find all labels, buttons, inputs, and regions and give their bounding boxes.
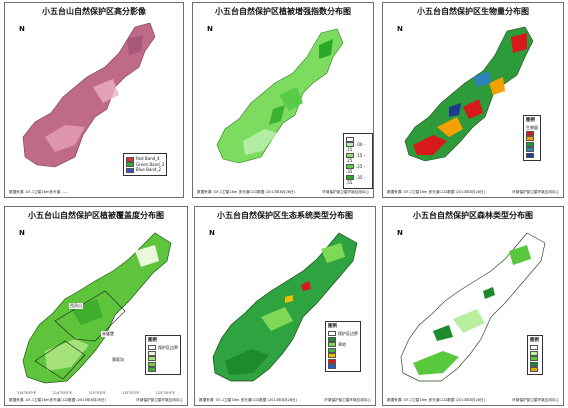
north-arrow: N (19, 229, 25, 237)
legend-item: 保护区边界 (148, 345, 178, 350)
map-legend: 图例 (527, 335, 543, 375)
north-arrow: N (207, 25, 213, 33)
map-panel-image: 小五台山自然保护区高分影像 N Red Band_4 Green Band_3 … (4, 2, 184, 198)
map-footer: 数据来源: GF-1卫星16m 多光谱CCD数据 (2013年8月26日) 环境保… (199, 398, 371, 402)
legend-item (530, 367, 540, 372)
panel-title: 小五台山自然保护区高分影像 (42, 7, 146, 16)
map-footer: 数据来源: GF-1卫星16m多光谱 ...... (9, 190, 69, 194)
legend-item (526, 130, 538, 136)
legend-item: .25 - .35 (346, 163, 366, 174)
reserve-map (212, 232, 358, 382)
map-legend: .00 - .15 .15 - .25 .25 - .35 .35 - .55 (343, 133, 373, 189)
map-footer: 数据来源: GF-1卫星16m 多光谱CCD数据 (2013年8月26日) 环境保… (197, 190, 369, 194)
legend-item (526, 141, 538, 147)
map-panel-coverage: 小五台山自然保护区植被覆盖度分布图 N 西灵山 赤崖堡 郑家沟 图例 保护区边界… (4, 206, 188, 406)
legend-item (346, 136, 370, 142)
legend-item (526, 136, 538, 141)
legend-item (328, 364, 358, 369)
north-arrow: N (19, 25, 25, 33)
longitude-ticks: 114°50'0"E 114°55'0"E 115°0'0"E 115°5'0"E 11… (17, 391, 175, 395)
north-arrow: N (397, 25, 403, 33)
legend-item: 保护区边界 (328, 331, 358, 336)
legend-item (328, 347, 358, 353)
legend-subtitle: 生物量 (526, 124, 538, 130)
legend-item: .00 - .15 (346, 141, 366, 152)
reserve-map (404, 26, 534, 162)
map-footer: 数据来源: GF-1卫星16m多光谱CCD数据 (2013年8月26日) 环境保护… (9, 398, 183, 402)
reserve-map (400, 232, 546, 382)
legend-item (328, 336, 358, 342)
legend-item (530, 345, 540, 350)
map-legend: 图例 保护区边界 草地 (325, 321, 361, 372)
legend-item (148, 361, 178, 367)
legend-title: 图例 (530, 338, 539, 343)
reserve-map (216, 28, 344, 164)
legend-item (526, 147, 538, 152)
map-footer: 数据来源: GF-1卫星16m 多光谱CCD数据 (2013年8月26日) 环境保… (387, 398, 559, 402)
map-legend: Red Band_4 Green Band_3 Blue Band_2 (123, 153, 168, 176)
legend-item: Red Band_4 (126, 156, 164, 162)
legend-item: Blue Band_2 (126, 167, 164, 173)
legend-item: .35 - .55 (346, 174, 366, 185)
legend-item (148, 367, 178, 372)
legend-item (530, 356, 540, 361)
legend-item (148, 350, 178, 356)
legend-item (328, 353, 358, 358)
map-legend: 图例 生物量 (523, 115, 541, 161)
legend-item (328, 358, 358, 364)
panel-title: 小五台山自然保护区植被覆盖度分布图 (28, 211, 164, 220)
legend-item (530, 350, 540, 356)
map-panel-ecosystem: 小五台自然保护区生态系统类型分布图 N 图例 保护区边界 草地 数据来源: GF… (194, 206, 376, 406)
panel-title: 小五台自然保护区生态系统类型分布图 (217, 211, 353, 220)
map-legend: 图例 保护区边界 (145, 335, 181, 375)
legend-item (530, 361, 540, 367)
reserve-map (22, 232, 172, 384)
legend-item (148, 356, 178, 361)
map-panel-forest: 小五台自然保护区森林类型分布图 N 图例 数据来源: GF-1卫星16m 多光谱… (382, 206, 564, 406)
reserve-map (22, 22, 156, 168)
zone-label: 郑家沟 (111, 357, 125, 363)
zone-label: 西灵山 (69, 303, 83, 309)
legend-title: 图例 (148, 338, 157, 343)
legend-title: 图例 (526, 118, 535, 123)
panel-title: 小五台自然保护区生物量分布图 (417, 7, 529, 16)
panel-title: 小五台自然保护区植被增强指数分布图 (215, 7, 351, 16)
legend-item: 草地 (328, 342, 358, 347)
legend-item (526, 152, 538, 158)
legend-item: Green Band_3 (126, 162, 164, 167)
map-panel-biomass: 小五台自然保护区生物量分布图 N 图例 生物量 数据来源: GF-1卫星16m … (382, 2, 564, 198)
legend-item: .15 - .25 (346, 152, 366, 163)
north-arrow: N (209, 229, 215, 237)
legend-title: 图例 (328, 324, 337, 329)
map-panel-evi: 小五台自然保护区植被增强指数分布图 N .00 - .15 .15 - .25 … (192, 2, 374, 198)
zone-label: 赤崖堡 (101, 331, 115, 337)
panel-title: 小五台自然保护区森林类型分布图 (413, 211, 533, 220)
north-arrow: N (397, 229, 403, 237)
map-footer: 数据来源: GF-1卫星16m 多光谱CCD数据 (2013年8月26日) 环境保… (387, 190, 559, 194)
